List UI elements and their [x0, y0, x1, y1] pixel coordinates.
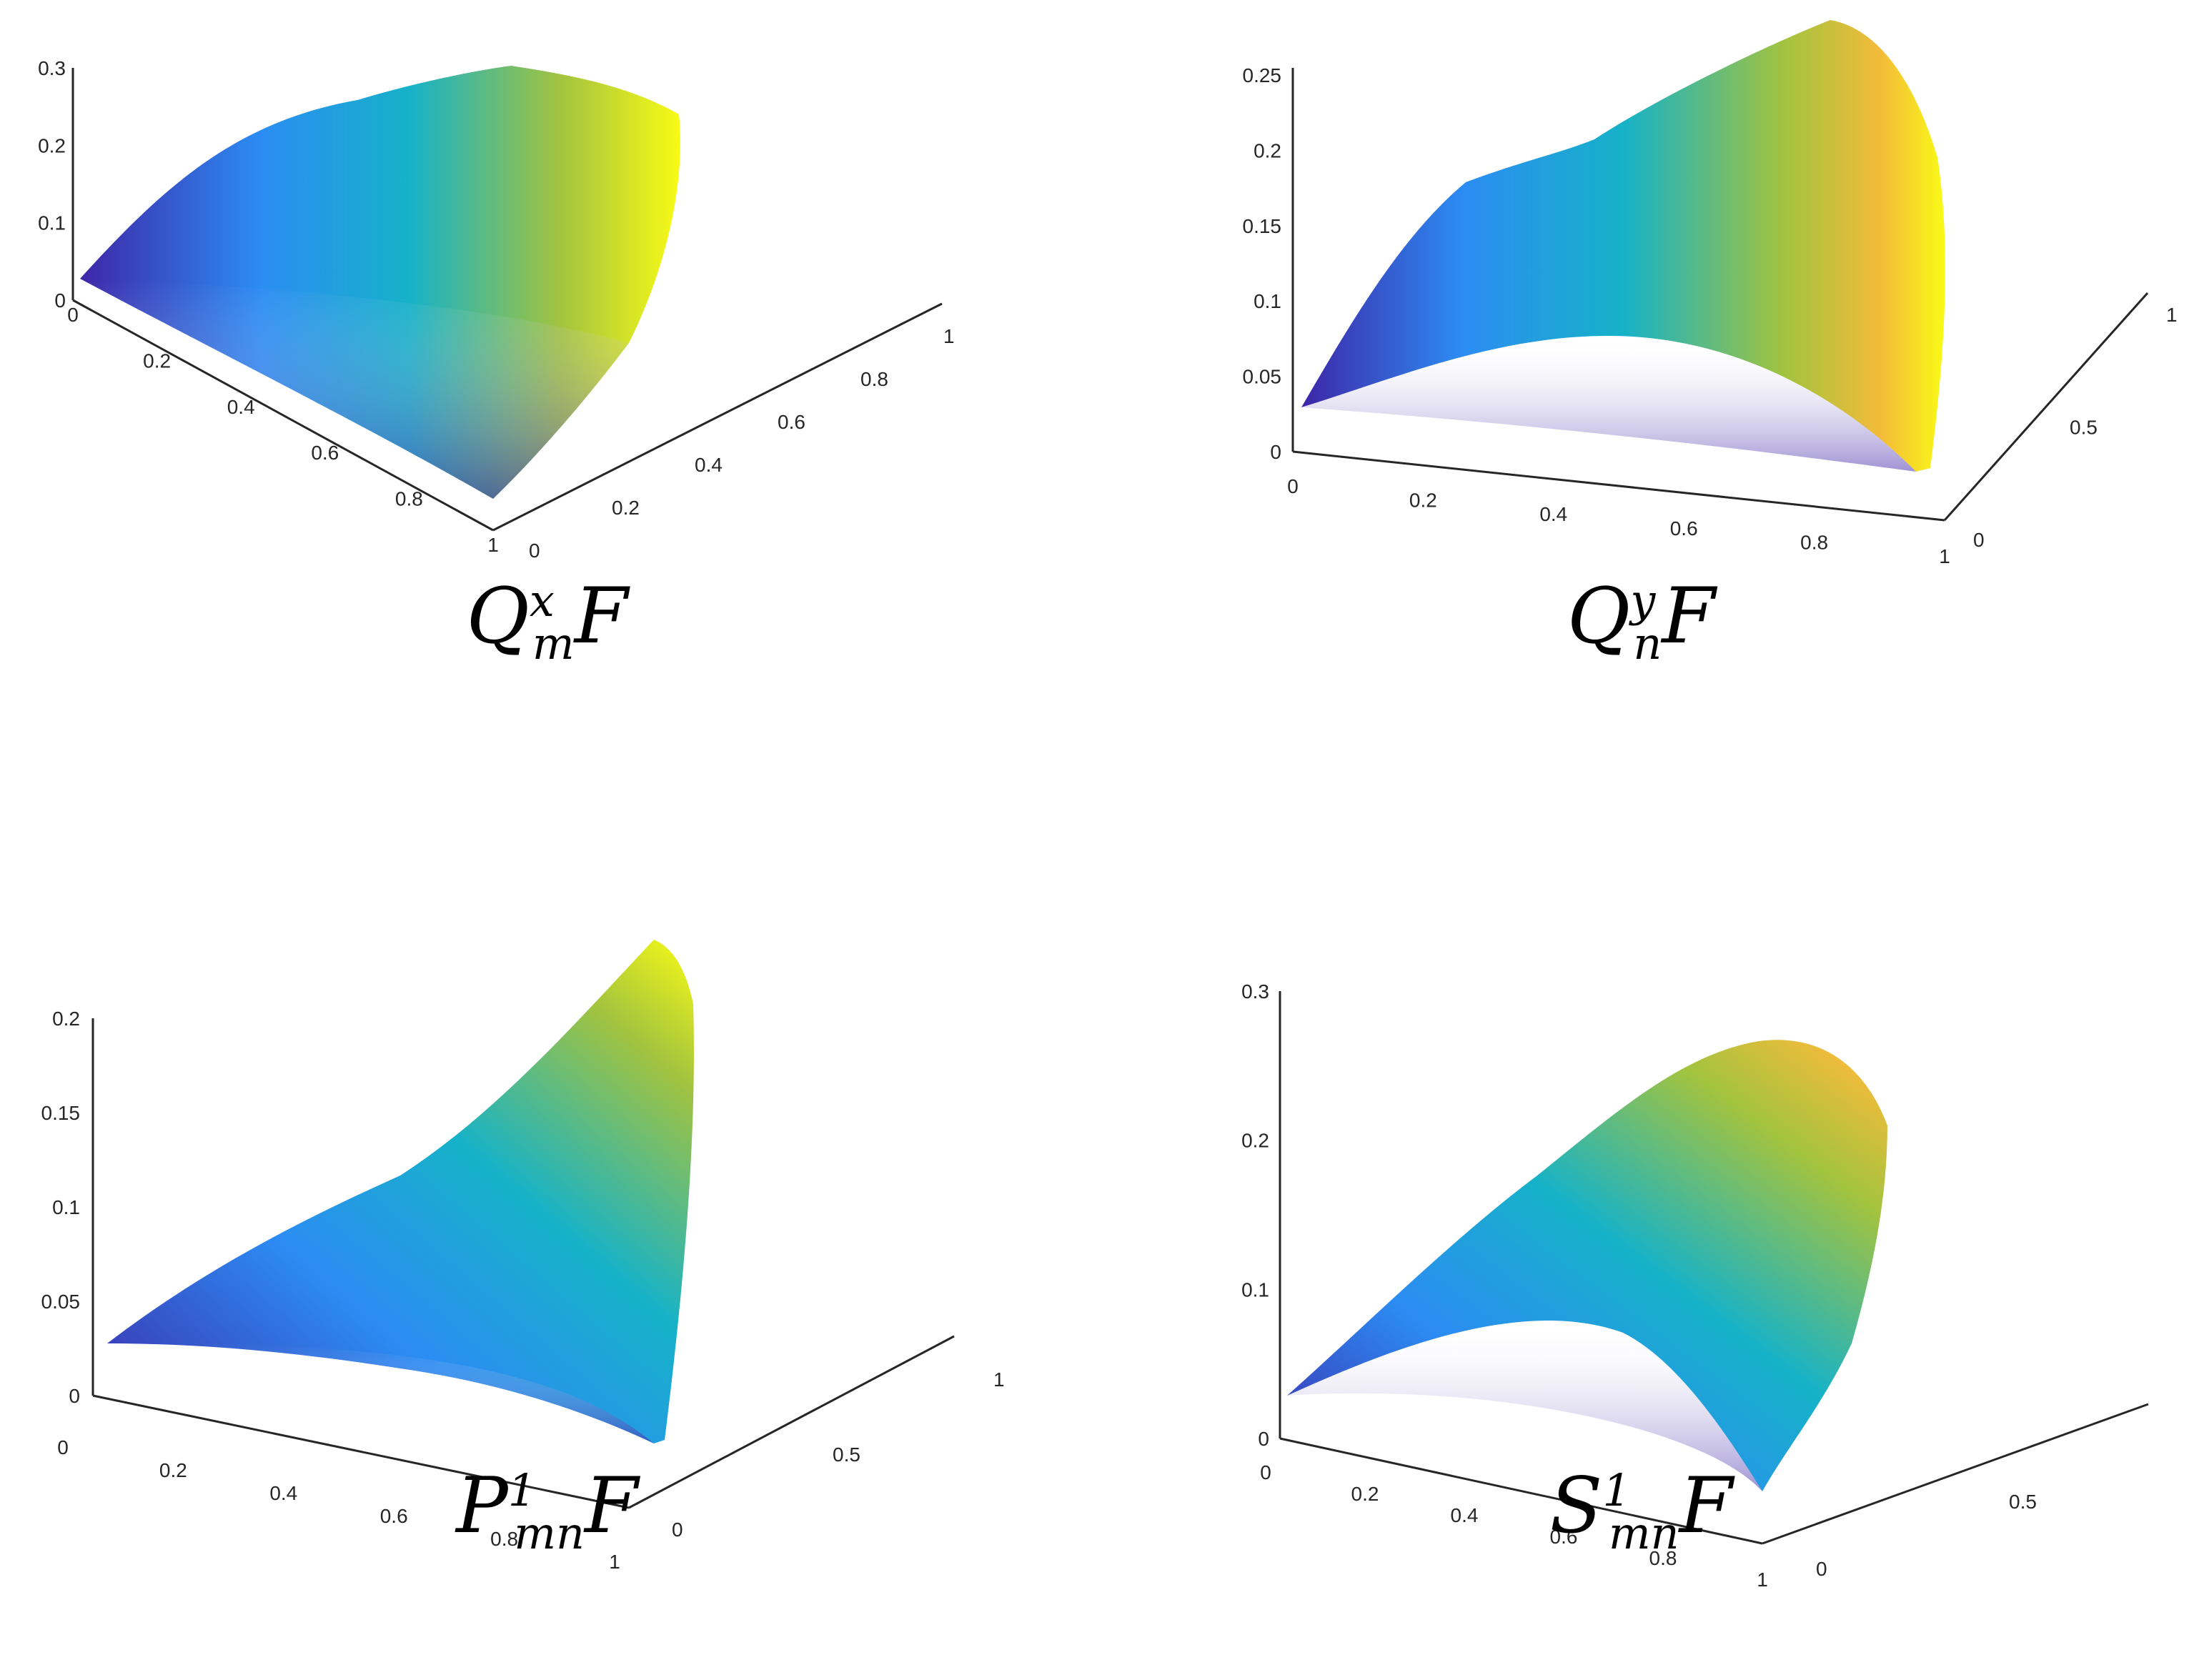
- x-tick-label: 0.4: [269, 1482, 297, 1504]
- x-tick-label: 0.8: [395, 488, 423, 510]
- x-tick-label: 1: [1939, 545, 1950, 567]
- x-tick-label: 0.4: [1451, 1504, 1479, 1526]
- y-tick-label: 0: [529, 540, 540, 562]
- surface-plot-smn: 0 0.1 0.2 0.3 0 0.2 0.4 0.6 0.8 1 00.51: [1241, 980, 2149, 1591]
- axes: [1279, 991, 2149, 1545]
- chart-panel-smn: 0 0.1 0.2 0.3 0 0.2 0.4 0.6 0.8 1 00.51 S1mnF: [1094, 840, 2188, 1679]
- x-tick-label: 0: [1287, 475, 1299, 497]
- y-tick-label: 0.6: [778, 411, 805, 433]
- surface: [80, 66, 680, 499]
- y-ticks: 00.51: [1973, 304, 2178, 551]
- z-tick-label: 0.15: [41, 1102, 81, 1124]
- x-tick-label: 0.8: [490, 1528, 518, 1550]
- x-tick-label: 0.2: [1409, 489, 1437, 512]
- x-tick-label: 0: [1260, 1461, 1271, 1483]
- y-ticks: 0 0.2 0.4 0.6 0.8 1: [529, 325, 955, 562]
- z-tick-label: 0: [1258, 1428, 1269, 1450]
- surface: [1287, 1040, 1887, 1491]
- x-tick-label: 0.6: [311, 442, 339, 464]
- z-tick-label: 0.3: [1241, 980, 1269, 1003]
- y-tick-label: 0.8: [860, 368, 888, 390]
- surface-plot-qxm: 0 0.1 0.2 0.3 0 0.2 0.4 0.6 0.8 1 0 0.2 0.4 0.6 0.8 1: [38, 57, 955, 562]
- axes: [71, 68, 943, 532]
- z-tick-label: 0.3: [38, 57, 66, 79]
- x-tick-label: 0.6: [1550, 1526, 1578, 1548]
- y-ticks: 00.51: [672, 1368, 1005, 1541]
- x-tick-label: 0.2: [143, 349, 171, 372]
- y-tick-label: 0.2: [612, 497, 640, 519]
- x-tick-label: 0.6: [380, 1505, 408, 1527]
- z-tick-label: 0: [54, 289, 66, 312]
- z-tick-label: 0.2: [38, 134, 66, 156]
- caption-pmn: P1mnF: [456, 1461, 638, 1559]
- y-tick-label: 1: [943, 325, 955, 347]
- x-tick-label: 1: [609, 1551, 620, 1573]
- z-tick-label: 0: [1270, 441, 1281, 463]
- x-tick-label: 1: [487, 534, 499, 556]
- surface-plot-qyn: 00.050.10.150.20.25 00.20.40.60.81 00.51: [1243, 20, 2178, 567]
- z-tick-label: 0.2: [52, 1008, 80, 1030]
- z-tick-label: 0: [69, 1385, 80, 1407]
- y-tick-label: 0: [672, 1519, 683, 1541]
- x-tick-label: 0.6: [1670, 517, 1698, 540]
- z-ticks: 0 0.1 0.2 0.3: [38, 57, 66, 312]
- y-tick-label: 0: [1816, 1558, 1827, 1580]
- y-tick-label: 0.5: [2009, 1491, 2037, 1513]
- caption-smn: S1mnF: [1549, 1461, 1733, 1559]
- surface-plot-pmn: 00.050.10.150.2 00.20.40.60.81 00.51: [41, 940, 1005, 1573]
- chart-panel-qyn: 0 0.05 0.1 0.15 0.2 0.25 0 0.2 0.4 0.6 0.8 1 0 0.5 1…: [1094, 0, 2188, 840]
- z-tick-label: 0.1: [1254, 290, 1281, 312]
- z-tick-label: 0.05: [1243, 366, 1282, 388]
- z-tick-label: 0.1: [1241, 1278, 1269, 1301]
- chart-panel-qxm: 0 0.1 0.2 0.3 0 0.2 0.4 0.6 0.8 1 0 0.2 0.4 0.6 0.8 1…: [0, 0, 1094, 840]
- x-tick-label: 0.4: [227, 396, 255, 418]
- z-tick-label: 0.1: [38, 212, 66, 234]
- y-tick-label: 1: [993, 1368, 1005, 1391]
- z-tick-label: 0.25: [1243, 64, 1282, 86]
- y-tick-label: 0.5: [2070, 417, 2098, 439]
- surface: [1301, 20, 1945, 472]
- x-ticks: 0 0.2 0.4 0.6 0.8 1: [1287, 475, 1950, 567]
- z-tick-label: 0.05: [41, 1291, 81, 1313]
- z-ticks: 0 0.05 0.1 0.15 0.2: [41, 1008, 81, 1407]
- x-tick-label: 0.8: [1800, 531, 1828, 553]
- chart-panel-pmn: 0 0.05 0.1 0.15 0.2 0 0.2 0.4 0.6 0.8 1 0 0.5 1 P1m…: [0, 840, 1094, 1679]
- z-ticks: 0 0.1 0.2 0.3: [1241, 980, 1269, 1450]
- y-tick-label: 0.5: [833, 1443, 860, 1466]
- y-tick-label: 1: [2166, 304, 2178, 326]
- x-tick-label: 0.2: [159, 1459, 187, 1481]
- x-tick-label: 0: [57, 1436, 69, 1458]
- y-tick-label: 0.4: [695, 454, 723, 476]
- z-tick-label: 0.2: [1241, 1130, 1269, 1152]
- x-ticks: 0 0.2 0.4 0.6 0.8 1: [1260, 1461, 1768, 1591]
- y-tick-label: 0: [1973, 529, 1985, 551]
- z-tick-label: 0.2: [1254, 139, 1281, 161]
- y-ticks: 00.51: [1816, 1491, 2037, 1580]
- z-tick-label: 0.1: [52, 1196, 80, 1218]
- surface: [107, 940, 694, 1443]
- x-tick-label: 0.4: [1539, 503, 1567, 525]
- x-tick-label: 1: [1757, 1569, 1768, 1591]
- caption-qxm: QxmF: [466, 572, 628, 670]
- x-tick-label: 0.8: [1649, 1547, 1677, 1569]
- axes: [91, 1018, 955, 1509]
- caption-qyn: QynF: [1567, 572, 1716, 670]
- axes: [1291, 68, 2149, 522]
- x-tick-label: 0.2: [1351, 1483, 1379, 1505]
- z-ticks: 0 0.05 0.1 0.15 0.2 0.25: [1243, 64, 1282, 463]
- x-tick-label: 0: [67, 304, 79, 326]
- z-tick-label: 0.15: [1243, 215, 1282, 237]
- x-ticks: 0 0.2 0.4 0.6 0.8 1: [67, 304, 499, 556]
- x-ticks: 0 0.2 0.4 0.6 0.8 1: [57, 1436, 620, 1573]
